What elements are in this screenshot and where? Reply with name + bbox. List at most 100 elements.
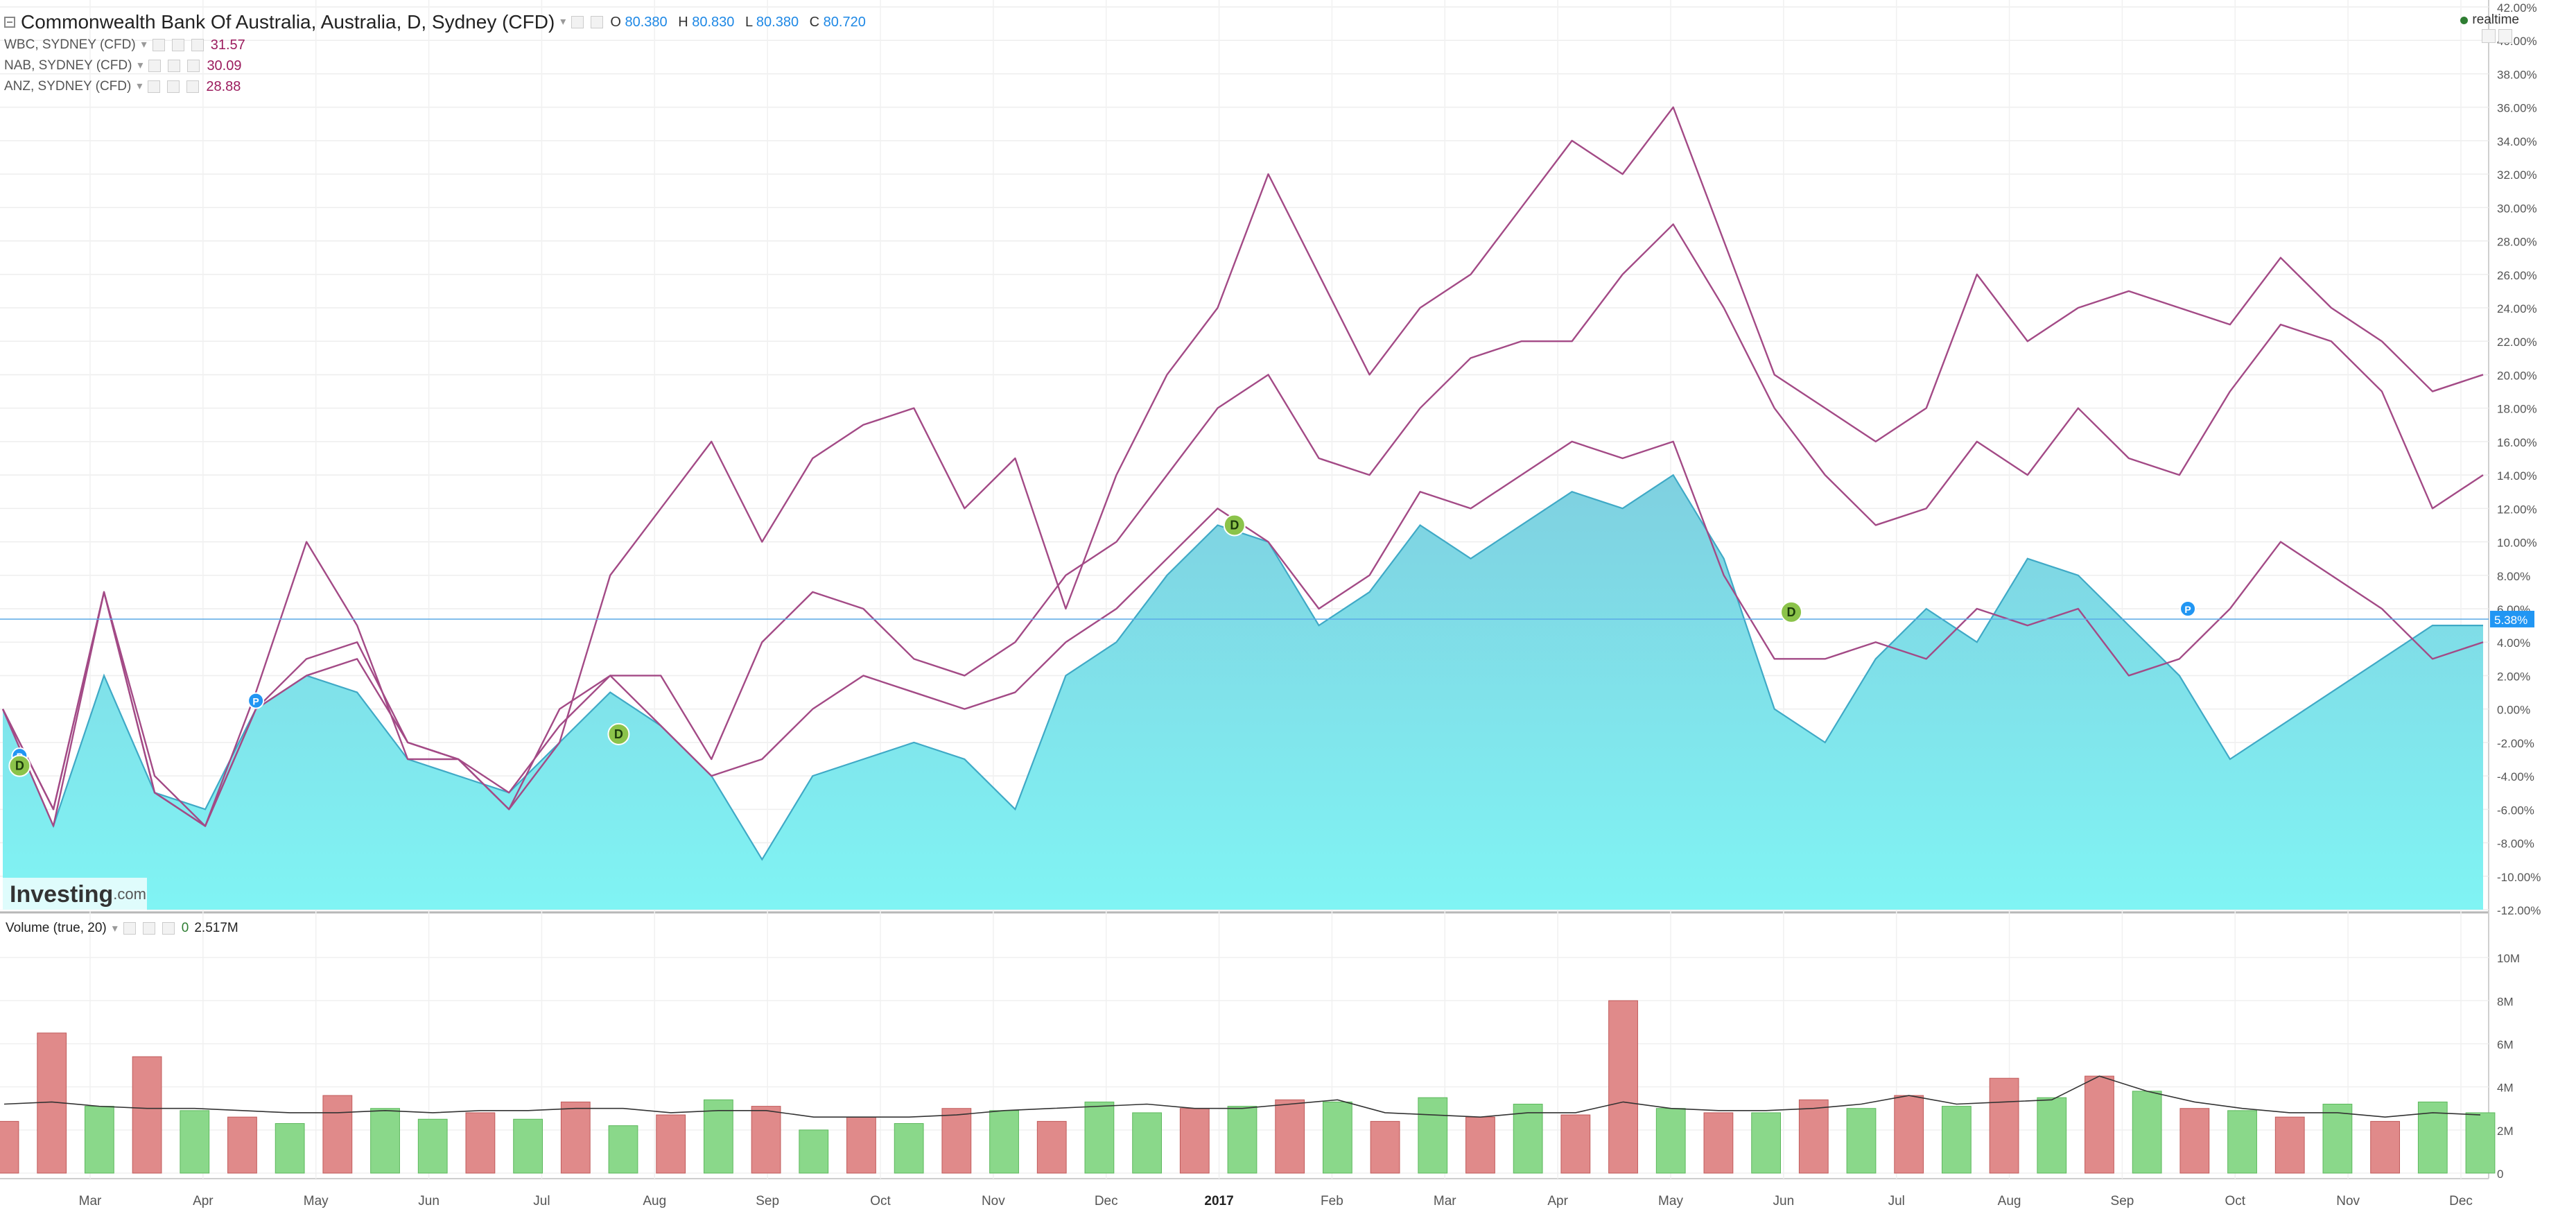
- eye-icon[interactable]: [152, 39, 165, 51]
- split-marker: [247, 692, 265, 709]
- y-tick-label: 18.00%: [2497, 403, 2537, 416]
- close-icon[interactable]: [162, 922, 175, 935]
- compare-legend-wbc[interactable]: WBC, SYDNEY (CFD) ▾ 31.57: [4, 35, 873, 55]
- maximize-icon[interactable]: [2482, 29, 2496, 43]
- volume-bar: [2274, 1116, 2305, 1174]
- volume-bar: [1846, 1108, 1877, 1174]
- y-tick-label: -4.00%: [2497, 770, 2534, 783]
- eye-icon[interactable]: [148, 80, 161, 93]
- volume-bar: [132, 1056, 162, 1174]
- x-tick-label: 2017: [1204, 1194, 1233, 1208]
- volume-bar: [799, 1129, 829, 1174]
- x-tick-label: Jul: [1888, 1194, 1905, 1208]
- settings-icon[interactable]: [591, 16, 604, 28]
- x-tick-label: Sep: [756, 1194, 779, 1208]
- volume-tick-label: 2M: [2497, 1125, 2514, 1138]
- volume-bar: [1703, 1112, 1734, 1174]
- volume-legend[interactable]: Volume (true, 20) ▾ 0 2.517M: [6, 921, 238, 936]
- y-tick-label: -2.00%: [2497, 737, 2534, 750]
- main-series-legend[interactable]: Commonwealth Bank Of Australia, Australi…: [4, 10, 873, 35]
- y-tick-label: -10.00%: [2497, 871, 2541, 884]
- open-label: O: [610, 15, 621, 30]
- chevron-down-icon[interactable]: ▾: [137, 60, 143, 71]
- x-tick-label: Dec: [1095, 1194, 1118, 1208]
- volume-bar: [180, 1110, 210, 1174]
- volume-bar: [370, 1108, 400, 1174]
- volume-bar: [2179, 1108, 2210, 1174]
- volume-bar: [322, 1095, 353, 1174]
- y-tick-label: 20.00%: [2497, 369, 2537, 382]
- x-tick-label: Nov: [2336, 1194, 2360, 1208]
- volume-bar: [84, 1106, 114, 1174]
- volume-bar: [608, 1125, 638, 1174]
- volume-tick-label: 6M: [2497, 1038, 2514, 1051]
- eye-icon[interactable]: [148, 60, 162, 72]
- close-icon[interactable]: [187, 60, 200, 72]
- split-marker: [2179, 600, 2197, 617]
- volume-bar: [2370, 1120, 2401, 1174]
- current-price-tag: [2490, 610, 2534, 627]
- volume-bar: [751, 1106, 781, 1174]
- volume-prefix: 0: [181, 921, 189, 935]
- x-tick-label: Dec: [2449, 1194, 2473, 1208]
- y-tick-label: 24.00%: [2497, 302, 2537, 315]
- chevron-down-icon[interactable]: ▾: [112, 923, 118, 935]
- compare-legend-anz[interactable]: ANZ, SYDNEY (CFD) ▾ 28.88: [4, 76, 873, 97]
- volume-bar: [275, 1122, 305, 1174]
- x-tick-label: Aug: [1998, 1194, 2021, 1208]
- low-value: 80.380: [756, 15, 799, 30]
- realtime-label: realtime: [2472, 12, 2519, 27]
- x-tick-label: Mar: [79, 1194, 102, 1208]
- volume-bar: [227, 1116, 257, 1174]
- low-label: L: [745, 15, 753, 30]
- volume-bar: [513, 1118, 543, 1174]
- close-label: C: [809, 15, 820, 30]
- volume-bar: [703, 1099, 733, 1174]
- eye-icon[interactable]: [123, 922, 136, 935]
- dividend-marker: [8, 754, 31, 777]
- volume-tick-label: 10M: [2497, 952, 2520, 965]
- ohlc-values: O 80.380 H 80.830 L 80.380 C 80.720: [610, 12, 872, 33]
- dividend-marker: [607, 722, 630, 745]
- settings-icon[interactable]: [171, 39, 184, 51]
- volume-bar: [989, 1110, 1019, 1174]
- volume-bar: [1036, 1120, 1067, 1174]
- x-tick-label: Sep: [2111, 1194, 2134, 1208]
- restore-icon[interactable]: [2498, 29, 2512, 43]
- x-tick-label: Jul: [533, 1194, 550, 1208]
- chevron-down-icon[interactable]: ▾: [137, 80, 143, 92]
- eye-icon[interactable]: [571, 16, 584, 28]
- settings-icon[interactable]: [168, 60, 181, 72]
- close-icon[interactable]: [186, 80, 200, 93]
- volume-bar: [2132, 1091, 2162, 1174]
- settings-icon[interactable]: [142, 922, 155, 935]
- y-tick-label: 16.00%: [2497, 436, 2537, 449]
- compare-value: 28.88: [206, 79, 241, 94]
- volume-bar: [1227, 1106, 1257, 1174]
- volume-bar: [2227, 1110, 2257, 1174]
- volume-ma-line: [3, 1075, 2481, 1118]
- volume-bar: [1560, 1114, 1591, 1174]
- x-tick-label: Jun: [418, 1194, 440, 1208]
- y-tick-label: 36.00%: [2497, 102, 2537, 115]
- x-tick-label: Oct: [870, 1194, 891, 1208]
- dividend-marker-label: D: [15, 759, 24, 773]
- compare-label: NAB, SYDNEY (CFD): [4, 58, 132, 73]
- chevron-down-icon[interactable]: ▾: [560, 16, 566, 28]
- collapse-legend-icon[interactable]: [4, 17, 15, 28]
- volume-bar: [1132, 1112, 1163, 1174]
- compare-legend-nab[interactable]: NAB, SYDNEY (CFD) ▾ 30.09: [4, 55, 873, 76]
- y-tick-label: 34.00%: [2497, 135, 2537, 148]
- x-tick-label: Oct: [2225, 1194, 2246, 1208]
- volume-bar: [1513, 1104, 1543, 1174]
- volume-bar: [1370, 1120, 1400, 1174]
- volume-bar: [0, 1120, 19, 1174]
- chevron-down-icon[interactable]: ▾: [141, 39, 147, 51]
- dividend-marker-label: D: [614, 727, 623, 741]
- volume-bar: [1179, 1108, 1210, 1174]
- settings-icon[interactable]: [167, 80, 180, 93]
- close-icon[interactable]: [191, 39, 204, 51]
- x-tick-label: Mar: [1434, 1194, 1456, 1208]
- volume-tick-label: 0: [2497, 1168, 2503, 1181]
